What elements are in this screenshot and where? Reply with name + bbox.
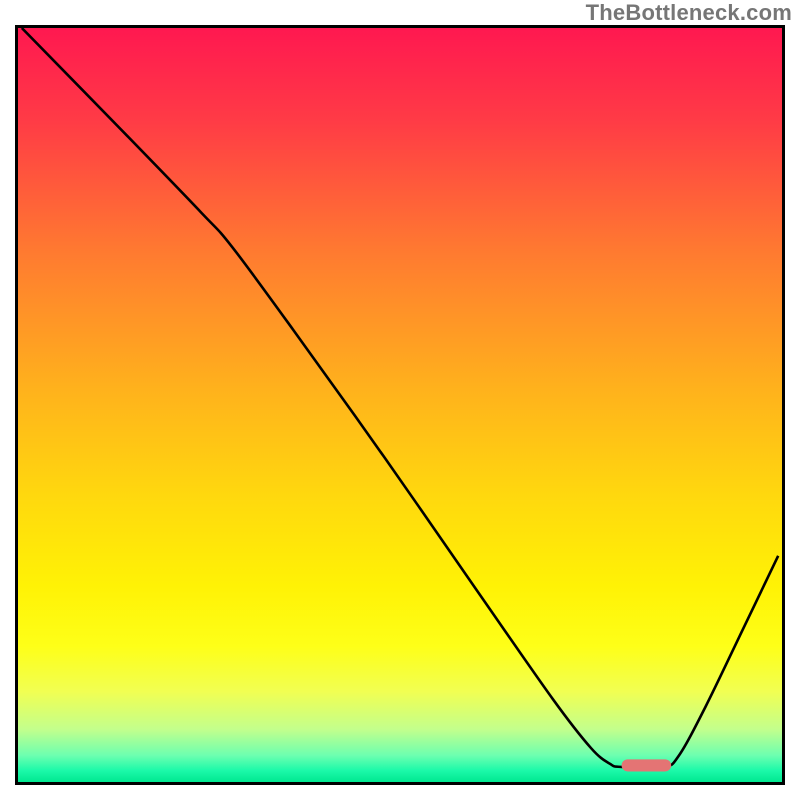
plot-frame [15,25,785,785]
optimal-marker [622,759,672,771]
chart-container: TheBottleneck.com [0,0,800,800]
watermark-text: TheBottleneck.com [586,0,792,26]
plot-svg [18,28,782,782]
